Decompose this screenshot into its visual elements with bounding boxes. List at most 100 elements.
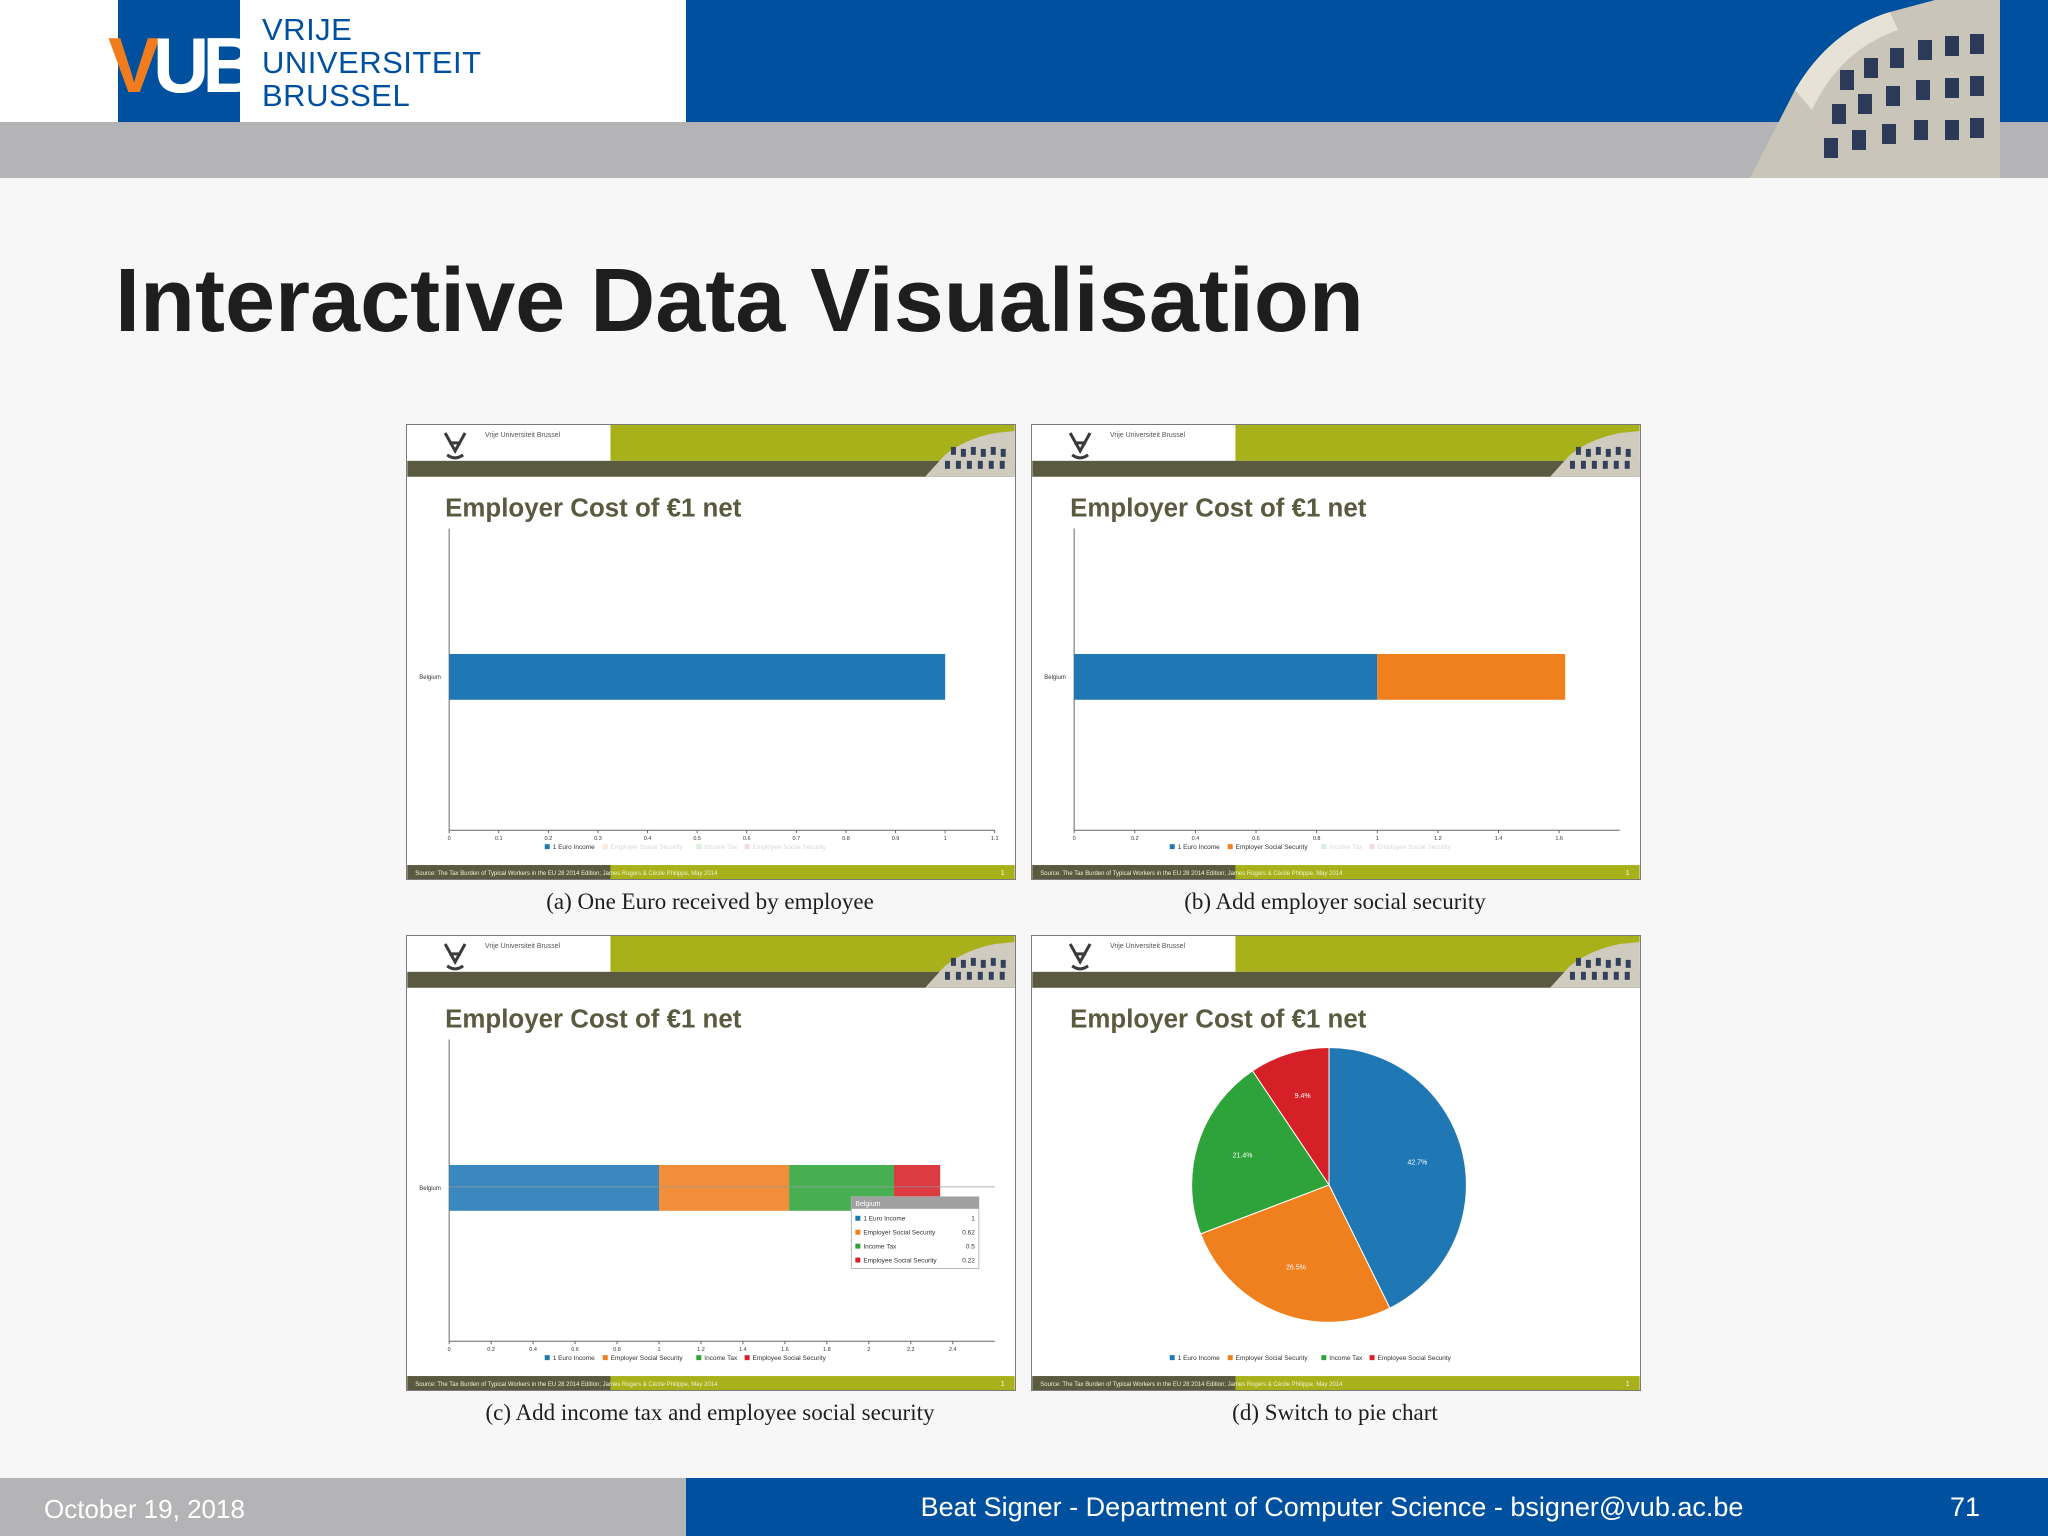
chart-b-bar-segment bbox=[1377, 653, 1566, 700]
footer-date: October 19, 2018 bbox=[44, 1494, 245, 1524]
chart-b-legend-swatch bbox=[1169, 844, 1175, 850]
chart-c-footer-left bbox=[407, 1376, 611, 1390]
chart-d-building-window bbox=[1624, 971, 1630, 980]
chart-b-building-window bbox=[1625, 448, 1631, 457]
chart-c-building-window bbox=[955, 971, 961, 980]
chart-c-legend-swatch bbox=[696, 1355, 702, 1361]
chart-a-header-text: Vrije Universiteit Brussel bbox=[485, 432, 561, 439]
chart-c-x-tick-label: 1.2 bbox=[697, 1347, 705, 1353]
chart-a-x-tick-label: 0.8 bbox=[842, 836, 850, 842]
chart-b-source-text: Source: The Tax Burden of Typical Worker… bbox=[1040, 871, 1343, 877]
chart-b-building-window bbox=[1602, 460, 1608, 469]
chart-d-legend-label: Employee Social Security bbox=[1378, 1355, 1452, 1362]
chart-c-tooltip-row-value: 0.62 bbox=[962, 1230, 975, 1237]
chart-a-background bbox=[407, 425, 1015, 879]
chart-d-slice-label: 42.7% bbox=[1407, 1159, 1427, 1166]
chart-c-building-window bbox=[950, 957, 956, 966]
chart-b-x-tick-label: 1 bbox=[1376, 836, 1379, 842]
footer-gray-band bbox=[0, 1478, 686, 1536]
caption-d: (d) Switch to pie chart bbox=[1232, 1400, 1438, 1425]
chart-c-x-tick-label: 1.4 bbox=[739, 1347, 747, 1353]
chart-a-x-tick-label: 0.7 bbox=[793, 836, 801, 842]
chart-c-building-window bbox=[960, 959, 966, 968]
chart-c-building-window bbox=[1000, 959, 1006, 968]
chart-b-legend-label: 1 Euro Income bbox=[1178, 844, 1220, 851]
chart-c-tooltip-row-label: Employer Social Security bbox=[863, 1230, 936, 1237]
chart-c-x-tick-label: 2.2 bbox=[907, 1347, 915, 1353]
chart-d-source-text: Source: The Tax Burden of Typical Worker… bbox=[1040, 1382, 1343, 1388]
chart-a-building-window bbox=[966, 460, 972, 469]
chart-c-title: Employer Cost of €1 net bbox=[445, 1006, 742, 1034]
chart-c-tooltip-title: Belgium bbox=[855, 1201, 880, 1208]
chart-c-tooltip-row-value: 1 bbox=[971, 1216, 975, 1223]
chart-c-x-tick-label: 0.2 bbox=[487, 1347, 495, 1353]
bar-chart-b: Vrije Universiteit Brussel Employer Cost … bbox=[1032, 425, 1640, 879]
chart-c-tooltip-swatch bbox=[855, 1257, 861, 1263]
chart-c-tooltip-row-value: 0.22 bbox=[962, 1258, 975, 1265]
chart-b-legend-label: Employee Social Security bbox=[1378, 844, 1452, 851]
chart-a-building-window bbox=[955, 460, 961, 469]
chart-d-page-number: 1 bbox=[1626, 1381, 1630, 1388]
chart-a-x-tick-label: 1 bbox=[944, 836, 947, 842]
chart-a-legend-label: Employee Social Security bbox=[753, 844, 827, 851]
chart-d-legend-swatch bbox=[1321, 1355, 1327, 1361]
university-line-1: VRIJE bbox=[262, 12, 353, 47]
chart-a-legend-swatch bbox=[696, 844, 702, 850]
chart-b-header-strip bbox=[1032, 460, 1640, 477]
chart-d-header-strip bbox=[1032, 971, 1640, 988]
chart-a-source-text: Source: The Tax Burden of Typical Worker… bbox=[415, 871, 718, 877]
chart-c-building-window bbox=[990, 957, 996, 966]
chart-a-page-number: 1 bbox=[1001, 870, 1005, 877]
chart-c-legend-label: Employee Social Security bbox=[753, 1355, 827, 1362]
chart-c-tooltip-swatch bbox=[855, 1229, 861, 1235]
chart-b-x-tick-label: 0.6 bbox=[1252, 836, 1260, 842]
chart-b-legend-label: Income Tax bbox=[1329, 844, 1363, 851]
chart-c-building-window bbox=[966, 971, 972, 980]
chart-c-logo-icon bbox=[443, 943, 467, 971]
chart-a-legend-label: Employer Social Security bbox=[611, 844, 684, 851]
chart-d-building-window bbox=[1613, 971, 1619, 980]
slide-title: Interactive Data Visualisation bbox=[115, 251, 1364, 351]
chart-a-building-window bbox=[977, 460, 983, 469]
chart-d-building-window bbox=[1602, 971, 1608, 980]
chart-b-legend-swatch bbox=[1321, 844, 1327, 850]
chart-d-title: Employer Cost of €1 net bbox=[1070, 1006, 1367, 1034]
chart-d-footer-left bbox=[1032, 1376, 1236, 1390]
chart-a-x-tick-label: 0 bbox=[448, 836, 451, 842]
chart-d-pie-slice bbox=[1191, 1070, 1330, 1235]
chart-c-bar-segment bbox=[658, 1164, 790, 1211]
chart-b-x-tick-label: 1.6 bbox=[1555, 836, 1563, 842]
chart-b-legend-swatch bbox=[1227, 844, 1233, 850]
chart-b-page-number: 1 bbox=[1626, 870, 1630, 877]
chart-d-pie-slice bbox=[1328, 1047, 1467, 1309]
chart-c-x-tick-label: 0.6 bbox=[571, 1347, 579, 1353]
chart-d-legend-label: 1 Euro Income bbox=[1178, 1355, 1220, 1362]
chart-c-building-window bbox=[977, 971, 983, 980]
chart-c-category-label: Belgium bbox=[419, 1186, 441, 1192]
chart-panel-b: Vrije Universiteit Brussel Employer Cost … bbox=[1031, 424, 1641, 880]
chart-d-legend-swatch bbox=[1369, 1355, 1375, 1361]
chart-a-building-window bbox=[1000, 448, 1006, 457]
header-white-band bbox=[0, 0, 686, 122]
chart-c-legend-label: Income Tax bbox=[704, 1355, 738, 1362]
chart-a-header-strip bbox=[407, 460, 1015, 477]
chart-d-building-window bbox=[1580, 971, 1586, 980]
chart-b-building-window bbox=[1569, 460, 1575, 469]
chart-b-building-window bbox=[1624, 460, 1630, 469]
chart-c-legend-label: Employer Social Security bbox=[611, 1355, 684, 1362]
chart-a-building-icon bbox=[925, 430, 1015, 477]
footer-author: Beat Signer - Department of Computer Sci… bbox=[920, 1492, 1744, 1522]
chart-d-legend-swatch bbox=[1169, 1355, 1175, 1361]
chart-a-building-window bbox=[980, 448, 986, 457]
chart-b-logo-icon bbox=[1068, 432, 1092, 460]
chart-d-building-window bbox=[1569, 971, 1575, 980]
chart-d-header-text: Vrije Universiteit Brussel bbox=[1110, 943, 1186, 950]
vub-logo-block bbox=[118, 0, 240, 122]
chart-c-tooltip-swatch bbox=[855, 1215, 861, 1221]
slide-number: 71 bbox=[1949, 1492, 1980, 1522]
vub-logo-v: V bbox=[108, 21, 160, 109]
chart-b-background bbox=[1032, 425, 1640, 879]
chart-b-building-icon bbox=[1550, 430, 1640, 477]
chart-b-x-tick-label: 1.2 bbox=[1434, 836, 1442, 842]
chart-c-source-text: Source: The Tax Burden of Typical Worker… bbox=[415, 1382, 718, 1388]
